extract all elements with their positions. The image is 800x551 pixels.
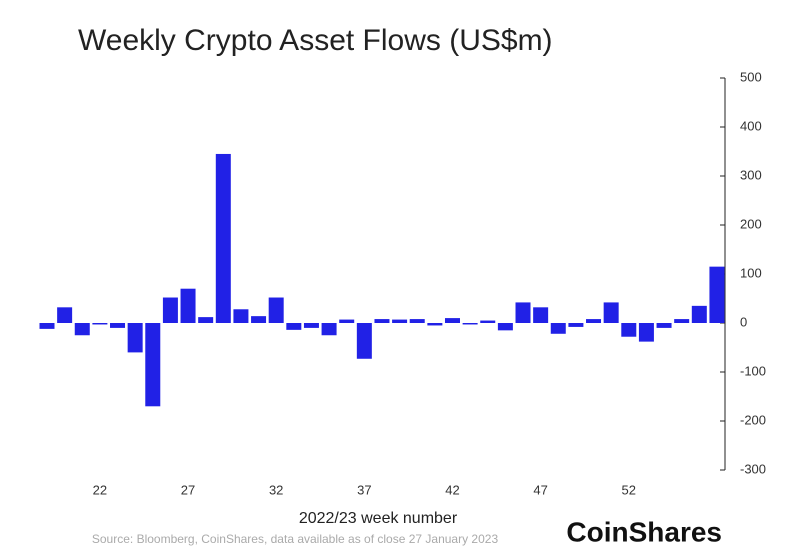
bar bbox=[110, 323, 126, 328]
y-tick-label: 200 bbox=[740, 216, 762, 231]
bar bbox=[674, 319, 690, 323]
x-tick-label: 22 bbox=[93, 482, 107, 497]
bar bbox=[180, 288, 196, 323]
y-tick-label: 500 bbox=[740, 69, 762, 84]
y-tick-label: 0 bbox=[740, 314, 747, 329]
bar bbox=[303, 323, 319, 328]
bar bbox=[57, 307, 73, 323]
bar bbox=[621, 323, 637, 337]
x-tick-label: 27 bbox=[181, 482, 195, 497]
bar bbox=[427, 323, 443, 326]
bar bbox=[321, 323, 337, 336]
bar bbox=[409, 319, 425, 323]
bar bbox=[268, 297, 284, 323]
brand-logo: CoinShares bbox=[566, 516, 722, 547]
bar bbox=[74, 323, 90, 336]
x-tick-label: 47 bbox=[533, 482, 547, 497]
x-tick-label: 52 bbox=[622, 482, 636, 497]
x-tick-label: 37 bbox=[357, 482, 371, 497]
x-tick-label: 32 bbox=[269, 482, 283, 497]
y-tick-label: 400 bbox=[740, 118, 762, 133]
bar bbox=[550, 323, 566, 334]
y-tick-label: 100 bbox=[740, 265, 762, 280]
bar bbox=[497, 323, 513, 331]
bar bbox=[586, 319, 602, 323]
bar bbox=[251, 316, 267, 323]
bar bbox=[233, 309, 249, 323]
bar bbox=[127, 323, 143, 353]
bar bbox=[480, 320, 496, 323]
bar bbox=[374, 319, 390, 323]
bar bbox=[39, 323, 55, 329]
y-tick-label: -300 bbox=[740, 461, 766, 476]
x-axis-label: 2022/23 week number bbox=[299, 510, 458, 527]
bar bbox=[568, 323, 584, 327]
bar bbox=[392, 319, 408, 323]
chart-title: Weekly Crypto Asset Flows (US$m) bbox=[78, 24, 553, 57]
source-note: Source: Bloomberg, CoinShares, data avai… bbox=[92, 532, 499, 546]
bar bbox=[198, 317, 214, 323]
bar bbox=[444, 318, 460, 323]
bar bbox=[215, 153, 231, 323]
bar bbox=[515, 302, 531, 323]
bar bbox=[462, 323, 478, 325]
bar bbox=[92, 323, 108, 325]
bar bbox=[709, 266, 725, 323]
bar bbox=[533, 307, 549, 323]
bar bbox=[656, 323, 672, 328]
bar bbox=[162, 297, 178, 323]
y-tick-label: -200 bbox=[740, 412, 766, 427]
bar bbox=[339, 319, 355, 323]
bar bbox=[638, 323, 654, 342]
bar bbox=[286, 323, 302, 330]
y-tick-label: -100 bbox=[740, 363, 766, 378]
x-tick-label: 42 bbox=[445, 482, 459, 497]
bar bbox=[356, 323, 372, 359]
bar bbox=[603, 302, 619, 323]
bar bbox=[145, 323, 161, 407]
bar bbox=[691, 305, 707, 323]
y-tick-label: 300 bbox=[740, 167, 762, 182]
